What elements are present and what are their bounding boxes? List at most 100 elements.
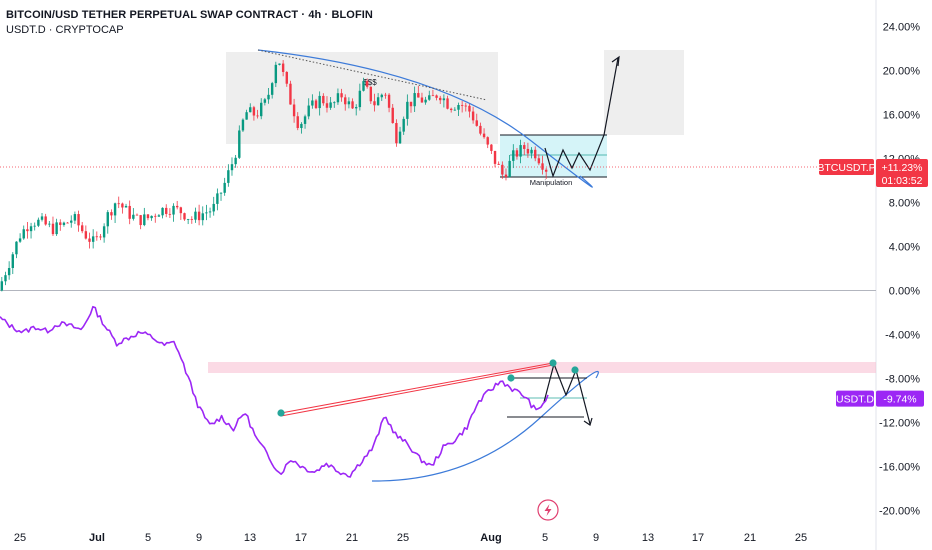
candle (234, 157, 237, 165)
tv-logo[interactable] (537, 499, 559, 521)
chart-subtitle: USDT.D · CRYPTOCAP (6, 24, 124, 36)
usdt-symbol-text: USDT.D (836, 394, 874, 406)
pivot-marker (571, 366, 579, 374)
btc-symbol-tag (819, 158, 874, 175)
candle (541, 163, 544, 170)
candle (106, 212, 109, 227)
candle (66, 222, 69, 224)
candle (369, 86, 373, 102)
candle (150, 215, 153, 219)
candle (439, 97, 442, 101)
candle (7, 268, 11, 276)
candle (44, 216, 47, 225)
candle (398, 131, 402, 144)
usdt-change-badge-bg (876, 390, 924, 407)
candle (424, 99, 427, 103)
candle (260, 102, 263, 117)
candle (11, 254, 14, 269)
candle (358, 90, 362, 108)
candle (113, 203, 117, 216)
x-tick-label: 25 (795, 532, 807, 544)
candle (384, 94, 387, 96)
candle (51, 223, 55, 235)
x-tick-label: 17 (295, 532, 307, 544)
candle (504, 174, 508, 178)
candle (442, 98, 446, 101)
candle (406, 101, 409, 119)
x-tick-label: Aug (480, 532, 501, 544)
x-tick-label: 21 (744, 532, 756, 544)
candle (95, 236, 99, 238)
candle (18, 238, 22, 242)
candle (471, 111, 475, 121)
dotted-trendline (257, 49, 488, 101)
candle (285, 71, 288, 84)
candle (336, 93, 340, 103)
arrow-up-icon (611, 55, 620, 67)
x-axis: 25 Jul 5 9 13 17 21 25 Aug 5 9 13 17 21 25 (14, 532, 807, 544)
ascending-curve (371, 370, 599, 482)
candle (197, 211, 201, 221)
candle (139, 215, 142, 226)
candle (241, 119, 245, 131)
candle (249, 107, 252, 113)
candle (168, 213, 172, 215)
candle (493, 150, 497, 164)
x-tick-label: 9 (593, 532, 599, 544)
candle (245, 112, 248, 120)
candle (303, 116, 307, 124)
candle (37, 219, 40, 226)
candle (325, 103, 329, 108)
red-trendline (280, 362, 554, 414)
candle (154, 215, 157, 217)
candle (274, 64, 278, 84)
candle (124, 205, 128, 208)
descending-curve (257, 49, 593, 188)
candle (128, 205, 131, 219)
arrow-down-icon (583, 417, 593, 426)
candle (223, 182, 226, 193)
candle (428, 95, 431, 100)
candle (48, 223, 51, 225)
x-tick-label: 21 (346, 532, 358, 544)
candle (508, 160, 511, 178)
candle (530, 149, 533, 154)
candle (340, 93, 343, 98)
candle (482, 133, 486, 138)
candle (73, 214, 77, 221)
candle (143, 214, 146, 226)
candle (435, 95, 438, 98)
candle (289, 83, 292, 105)
candle (417, 93, 420, 98)
candle (252, 107, 256, 116)
candle (395, 123, 398, 144)
y-tick-label: -12.00% (879, 418, 920, 430)
candle (99, 236, 102, 238)
candle (238, 130, 241, 158)
candle (135, 214, 139, 216)
candle (523, 145, 526, 149)
candle (157, 215, 161, 217)
target-box (604, 50, 684, 135)
x-tick-label: Jul (89, 532, 105, 544)
candle (15, 241, 18, 255)
btc-change-badge-text: +11.23% (882, 162, 923, 174)
candle (391, 107, 394, 124)
pivot-marker (549, 359, 557, 367)
lightning-icon (544, 504, 552, 516)
candle (380, 94, 383, 98)
candle (110, 212, 113, 216)
candle (165, 207, 168, 214)
candle (420, 97, 424, 103)
chart-legend: BITCOIN/USD TETHER PERPETUAL SWAP CONTRA… (6, 8, 373, 38)
y-tick-label: 4.00% (889, 242, 920, 254)
candle (464, 105, 467, 107)
candle (278, 63, 281, 65)
candle (22, 229, 25, 239)
candle (344, 97, 347, 105)
candle (355, 107, 358, 109)
candle (267, 94, 270, 100)
candle (544, 169, 548, 172)
